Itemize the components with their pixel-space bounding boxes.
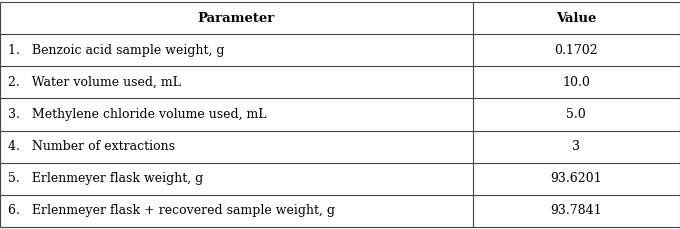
- Text: 2.   Water volume used, mL: 2. Water volume used, mL: [8, 76, 181, 89]
- Text: 93.6201: 93.6201: [551, 172, 602, 185]
- Text: 0.1702: 0.1702: [554, 44, 598, 57]
- Text: 93.7841: 93.7841: [551, 204, 602, 217]
- Text: 6.   Erlenmeyer flask + recovered sample weight, g: 6. Erlenmeyer flask + recovered sample w…: [8, 204, 335, 217]
- Text: 5.   Erlenmeyer flask weight, g: 5. Erlenmeyer flask weight, g: [8, 172, 203, 185]
- Text: 5.0: 5.0: [566, 108, 586, 121]
- Text: 3: 3: [573, 140, 580, 153]
- Text: 1.   Benzoic acid sample weight, g: 1. Benzoic acid sample weight, g: [8, 44, 224, 57]
- Text: 4.   Number of extractions: 4. Number of extractions: [8, 140, 175, 153]
- Text: 10.0: 10.0: [562, 76, 590, 89]
- Text: 3.   Methylene chloride volume used, mL: 3. Methylene chloride volume used, mL: [8, 108, 267, 121]
- Text: Parameter: Parameter: [198, 12, 275, 25]
- Text: Value: Value: [556, 12, 596, 25]
